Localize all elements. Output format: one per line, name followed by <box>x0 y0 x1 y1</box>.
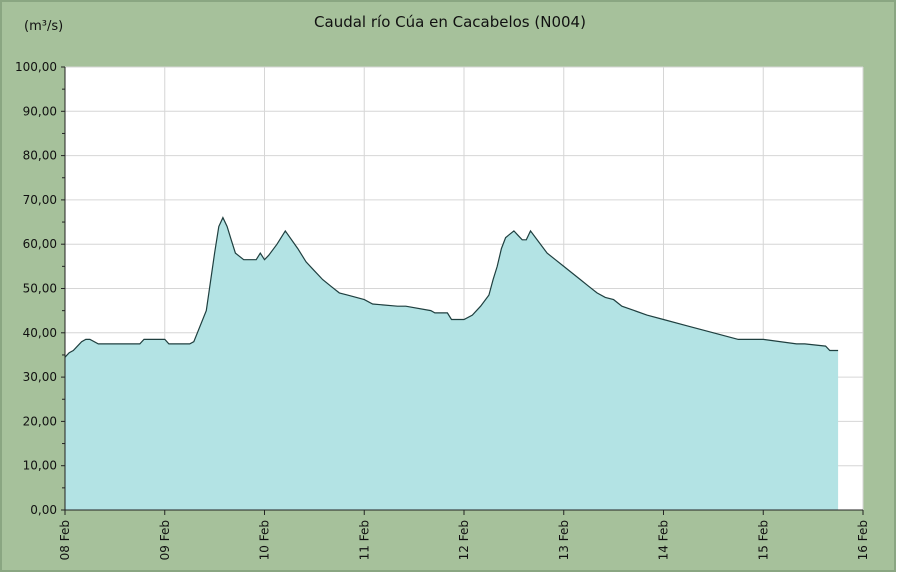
y-tick-label: 90,00 <box>23 104 57 118</box>
y-axis-unit-label: (m³/s) <box>24 19 63 34</box>
x-tick-label: 12 Feb <box>457 520 471 560</box>
y-tick-label: 40,00 <box>23 326 57 340</box>
flow-series-line <box>64 216 839 358</box>
x-tick-label: 14 Feb <box>657 520 671 560</box>
x-tick-labels: 08 Feb 09 Feb 10 Feb 11 Feb 12 Feb 13 Feb 14 F… <box>58 520 870 560</box>
chart-title: Caudal río Cúa en Cacabelos (N004) <box>314 13 586 31</box>
y-tick-label: 0,00 <box>30 503 57 517</box>
y-tick-label: 60,00 <box>23 237 57 251</box>
x-tick-label: 09 Feb <box>158 520 172 560</box>
flow-area <box>65 217 839 510</box>
y-tick-label: 30,00 <box>23 370 57 384</box>
y-tick-label: 70,00 <box>23 193 57 207</box>
y-tick-label: 100,00 <box>15 60 57 74</box>
y-tick-label: 10,00 <box>23 459 57 473</box>
y-tick-label: 20,00 <box>23 414 57 428</box>
y-tick-labels: 0,00 10,00 20,00 30,00 40,00 50,00 60,00 70,00 8… <box>15 60 57 517</box>
axes <box>61 66 864 515</box>
x-tick-label: 16 Feb <box>856 520 870 560</box>
x-tick-label: 08 Feb <box>58 520 72 560</box>
x-tick-label: 13 Feb <box>557 520 571 560</box>
y-tick-label: 80,00 <box>23 149 57 163</box>
x-tick-label: 11 Feb <box>357 520 371 560</box>
x-tick-label: 10 Feb <box>258 520 272 560</box>
x-tick-label: 15 Feb <box>756 520 770 560</box>
y-tick-label: 50,00 <box>23 282 57 296</box>
